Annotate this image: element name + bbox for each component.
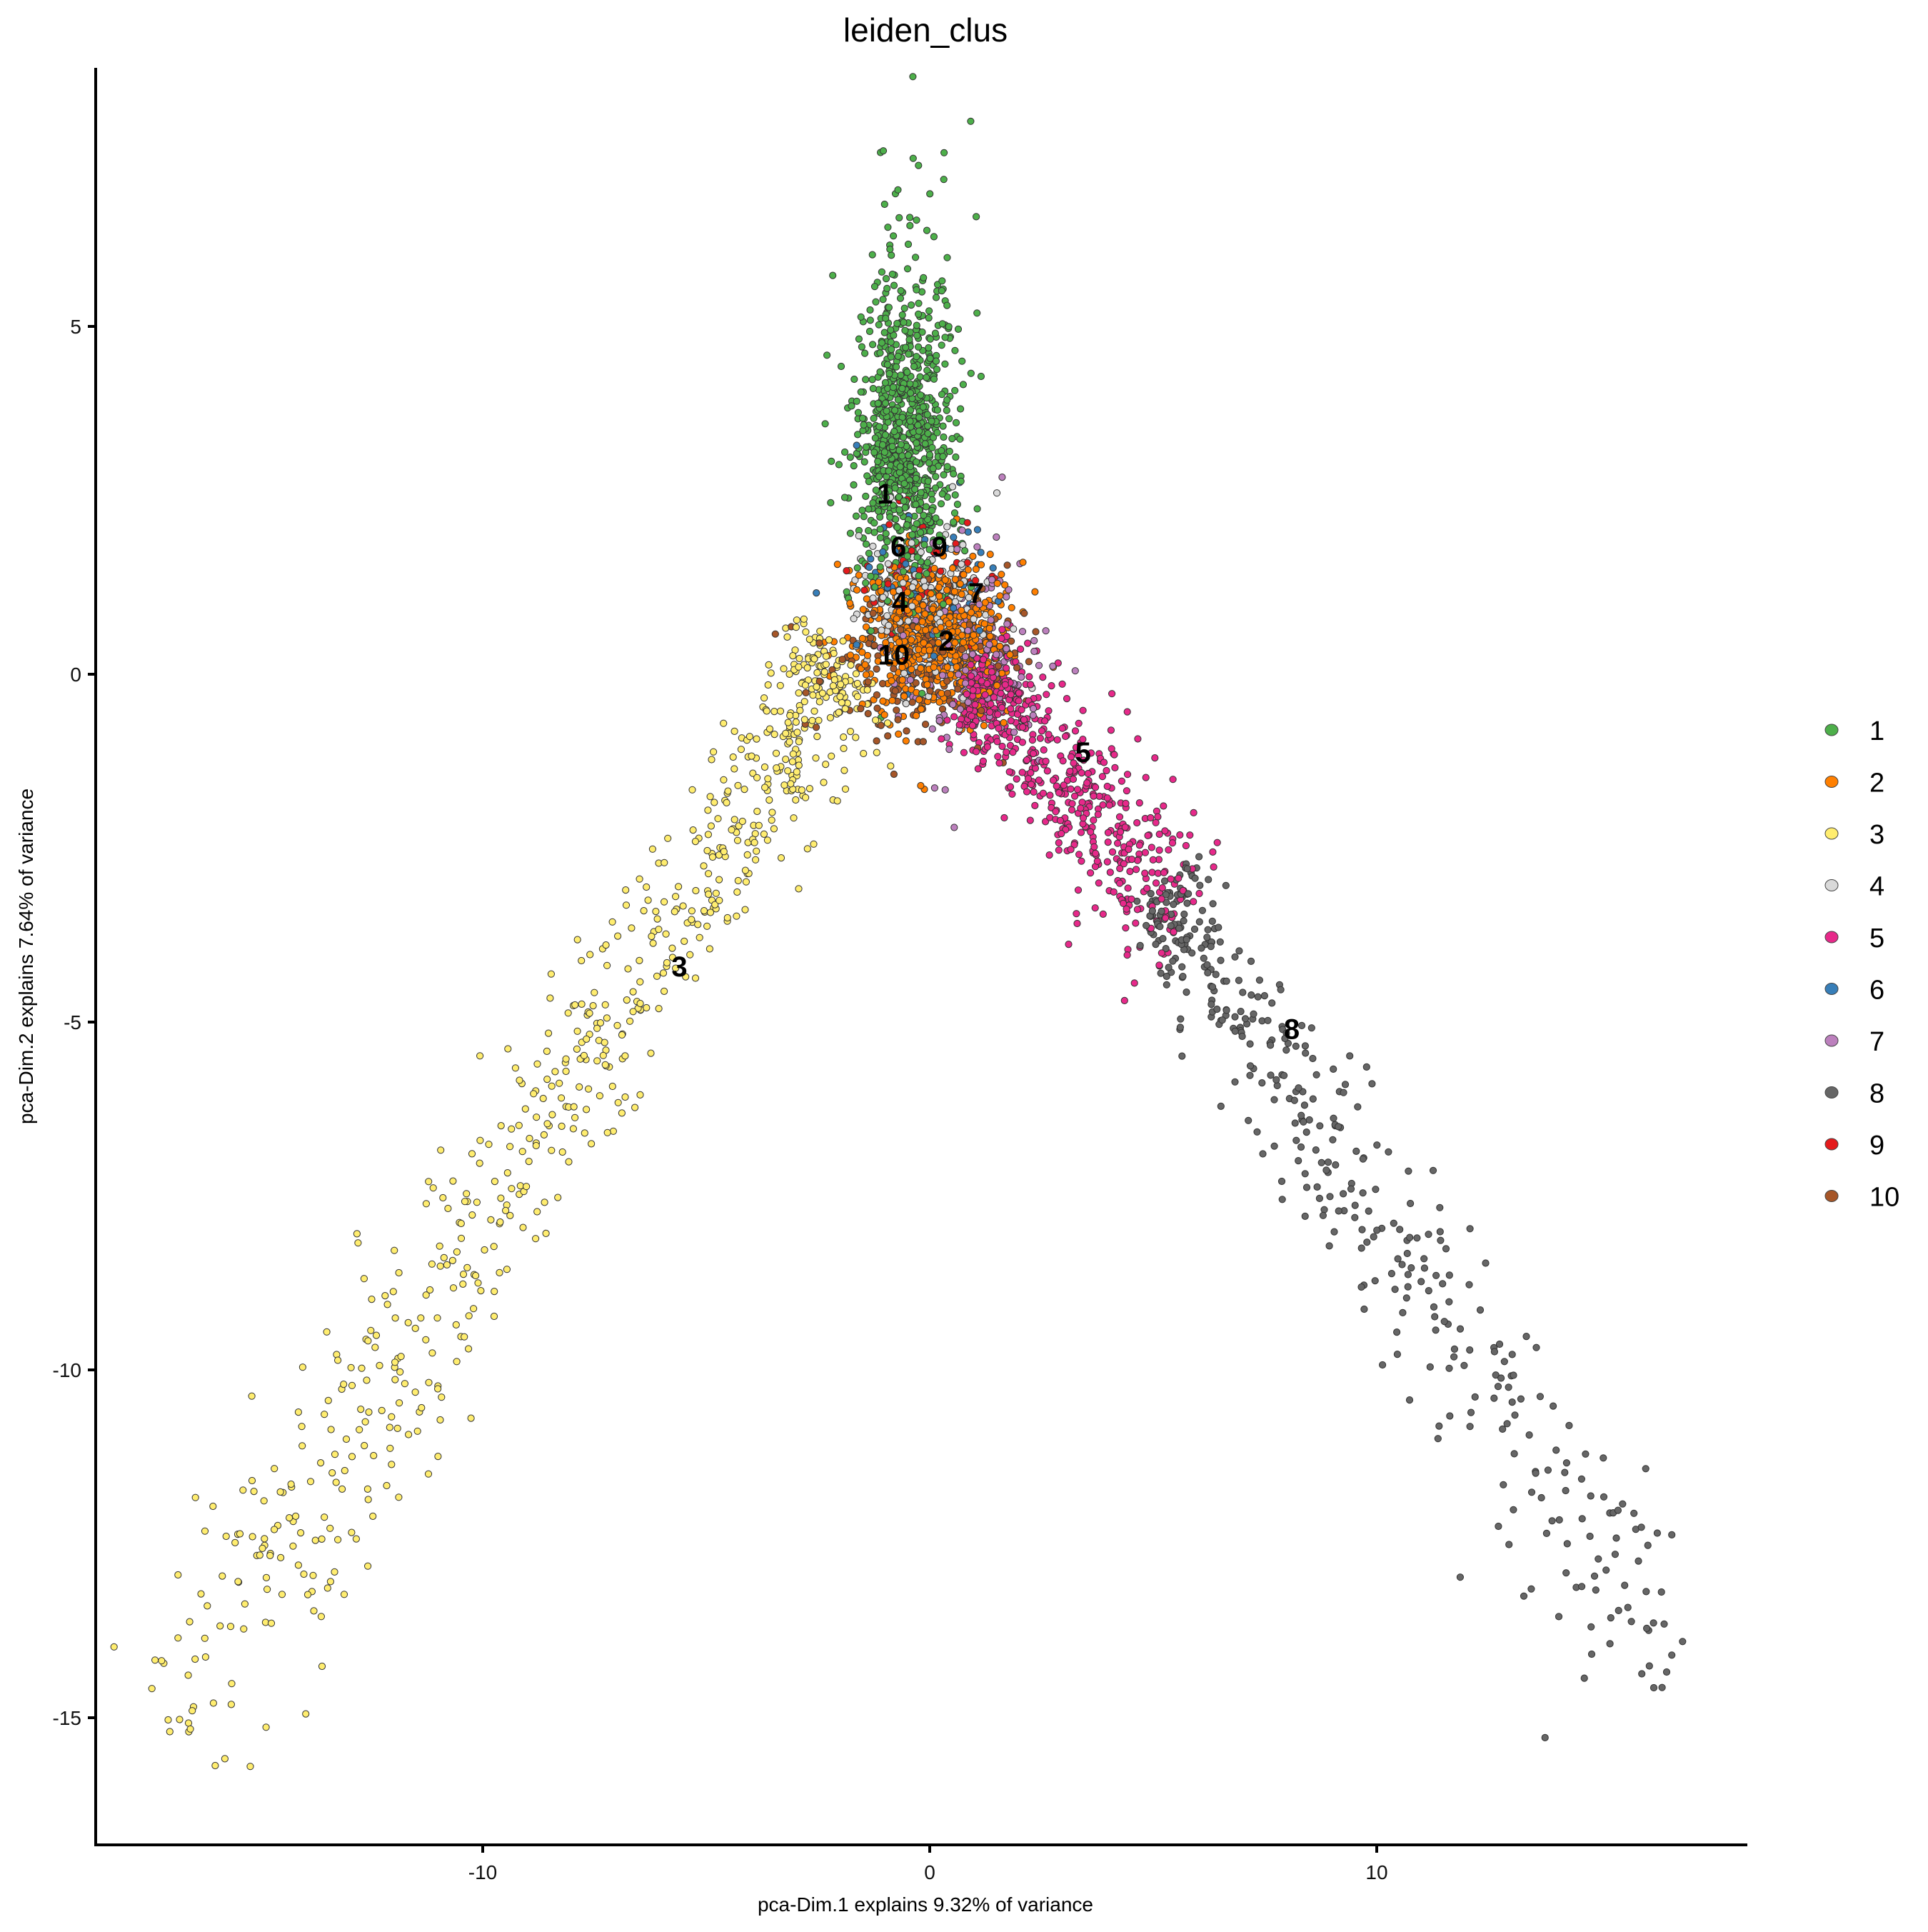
y-tick-label: -15	[53, 1707, 81, 1729]
y-tick: 0	[70, 664, 96, 686]
legend-swatch-icon	[1824, 827, 1839, 840]
y-tick-label: -5	[64, 1011, 81, 1033]
y-tick-label: 0	[70, 664, 81, 686]
legend-swatch-icon	[1824, 983, 1839, 995]
x-tick: -10	[468, 1845, 497, 1883]
y-tick: 5	[70, 316, 96, 338]
x-tick: 0	[924, 1845, 935, 1883]
cluster-label: 9	[932, 531, 948, 563]
legend-label: 3	[1869, 820, 1884, 850]
cluster-label: 4	[892, 587, 908, 619]
legend-item: 2	[1824, 769, 1884, 799]
legend-item: 10	[1824, 1183, 1899, 1213]
y-axis-label: pca-Dim.2 explains 7.64% of variance	[15, 789, 37, 1124]
y-tick-label: 5	[70, 316, 81, 338]
legend-swatch-icon	[1824, 1138, 1839, 1151]
legend-item: 5	[1824, 924, 1884, 954]
cluster-label: 7	[968, 578, 984, 609]
cluster-label: 1	[877, 479, 893, 510]
cluster-label: 6	[890, 531, 906, 563]
legend-item: 7	[1824, 1027, 1884, 1057]
cluster-label: 5	[1075, 737, 1091, 769]
legend-item: 1	[1824, 716, 1884, 746]
legend: 1 2 3 4 5 6 7 8 9 10	[1824, 716, 1899, 1213]
legend-label: 1	[1869, 716, 1884, 746]
legend-label: 2	[1869, 769, 1884, 799]
legend-item: 3	[1824, 820, 1884, 850]
y-tick-label: -10	[53, 1359, 81, 1381]
legend-swatch-icon	[1824, 724, 1839, 736]
x-axis-ticks: -10 0 10	[468, 1845, 1388, 1883]
x-tick-label: 0	[924, 1861, 935, 1883]
y-tick: -15	[53, 1707, 96, 1729]
chart-title: leiden_clus	[843, 11, 1008, 49]
legend-label: 4	[1869, 872, 1884, 902]
legend-swatch-icon	[1824, 1034, 1839, 1047]
y-tick: -5	[64, 1011, 96, 1033]
legend-item: 4	[1824, 872, 1884, 902]
x-tick: 10	[1365, 1845, 1388, 1883]
x-tick-label: 10	[1365, 1861, 1387, 1883]
legend-swatch-icon	[1824, 1086, 1839, 1098]
legend-label: 6	[1869, 976, 1884, 1006]
x-axis-label: pca-Dim.1 explains 9.32% of variance	[758, 1893, 1093, 1916]
cluster-label: 3	[671, 951, 687, 983]
cluster-labels: 1 2 3 4 5 6 7 8 9 10	[671, 479, 1300, 1046]
legend-swatch-icon	[1824, 931, 1839, 944]
cluster-label: 8	[1284, 1014, 1300, 1046]
legend-swatch-icon	[1824, 1190, 1839, 1202]
legend-item: 9	[1824, 1131, 1884, 1161]
y-axis-ticks: 5 0 -5 -10 -15	[53, 316, 96, 1729]
cluster-label: 2	[938, 626, 954, 657]
x-tick-label: -10	[468, 1861, 497, 1883]
legend-swatch-icon	[1824, 776, 1839, 788]
legend-label: 8	[1869, 1079, 1884, 1109]
legend-swatch-icon	[1824, 879, 1839, 891]
legend-label: 9	[1869, 1131, 1884, 1161]
legend-label: 7	[1869, 1027, 1884, 1057]
legend-label: 5	[1869, 924, 1884, 954]
legend-item: 8	[1824, 1079, 1884, 1109]
legend-item: 6	[1824, 976, 1884, 1006]
y-tick: -10	[53, 1359, 96, 1381]
legend-label: 10	[1869, 1183, 1899, 1213]
cluster-label: 10	[878, 640, 910, 671]
scatter-points	[110, 73, 1687, 1771]
